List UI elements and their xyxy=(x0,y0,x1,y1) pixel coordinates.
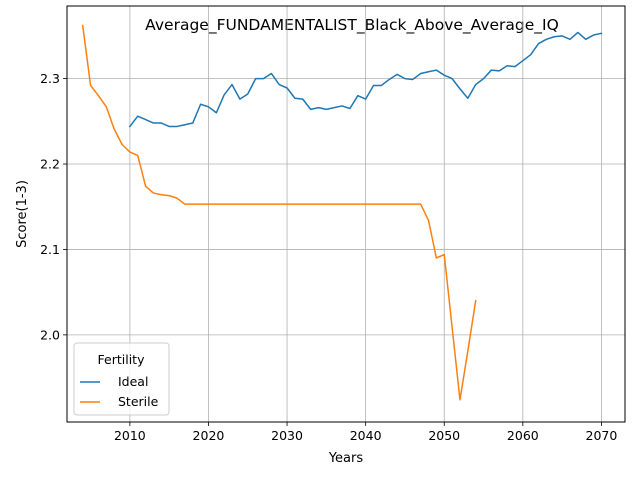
y-tick-label: 2.3 xyxy=(40,71,60,86)
x-tick-label: 2030 xyxy=(271,428,303,443)
y-axis-label: Score(1-3) xyxy=(15,180,30,248)
grid-lines xyxy=(67,6,625,422)
y-axis-ticks: 2.0 2.1 2.2 2.3 xyxy=(40,71,67,342)
series-line-ideal xyxy=(128,31,603,128)
x-axis-label: Years xyxy=(328,451,364,466)
x-tick-label: 2020 xyxy=(193,428,225,443)
x-tick-label: 2040 xyxy=(350,428,382,443)
x-tick-label: 2060 xyxy=(507,428,539,443)
legend-label-sterile: Sterile xyxy=(118,394,159,409)
y-tick-label: 2.2 xyxy=(40,157,60,172)
plot-series xyxy=(81,24,603,401)
x-tick-label: 2010 xyxy=(114,428,146,443)
x-tick-label: 2050 xyxy=(428,428,460,443)
y-tick-label: 2.1 xyxy=(40,242,60,257)
x-axis-ticks: 2010 2020 2030 2040 2050 2060 2070 xyxy=(114,422,617,443)
y-tick-label: 2.0 xyxy=(40,327,60,342)
legend-label-ideal: Ideal xyxy=(118,374,148,389)
plot-frame xyxy=(66,5,626,423)
legend-title: Fertility xyxy=(98,352,146,367)
legend-box xyxy=(73,342,170,416)
chart-title: Average_FUNDAMENTALIST_Black_Above_Avera… xyxy=(145,16,559,35)
series-line-sterile xyxy=(81,24,477,401)
x-tick-label: 2070 xyxy=(586,428,618,443)
legend: Fertility Ideal Sterile xyxy=(73,342,170,416)
